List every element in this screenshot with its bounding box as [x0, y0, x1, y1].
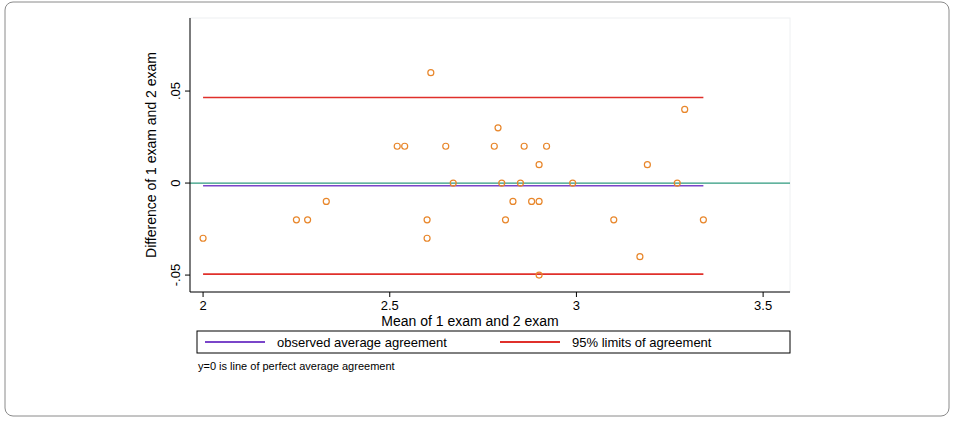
point	[323, 198, 329, 204]
y-axis	[190, 18, 191, 292]
point	[570, 180, 576, 186]
limit-line	[203, 273, 703, 275]
point	[502, 217, 508, 223]
point	[536, 198, 542, 204]
y-label: Difference of 1 exam and 2 exam	[143, 52, 159, 258]
legend-swatch	[205, 341, 265, 343]
point	[529, 198, 535, 204]
point	[521, 143, 527, 149]
x-tick-label: 2	[199, 298, 206, 313]
x-tick	[763, 292, 764, 297]
point	[682, 106, 688, 112]
x-tick-label: 2.5	[381, 298, 399, 313]
point	[536, 272, 542, 278]
y-tick-label: 0	[168, 179, 183, 186]
zero-line	[190, 182, 790, 183]
x-tick	[203, 292, 204, 297]
point	[450, 180, 456, 186]
legend-swatch	[500, 341, 560, 343]
point	[200, 235, 206, 241]
point	[293, 217, 299, 223]
point	[510, 198, 516, 204]
y-tick-label: -.05	[168, 264, 183, 286]
point	[700, 217, 706, 223]
point	[637, 254, 643, 260]
point	[305, 217, 311, 223]
x-tick-label: 3.5	[754, 298, 772, 313]
x-axis	[190, 292, 790, 293]
x-tick	[389, 292, 390, 297]
point	[424, 235, 430, 241]
point	[674, 180, 680, 186]
chart: 2 2.5 3 3.5 -.05 0 .05 Mean of 1 exam and 2 exa…	[0, 0, 957, 422]
legend-box	[197, 331, 790, 353]
x-tick-label: 3	[573, 298, 580, 313]
point	[428, 70, 434, 76]
limit-line	[203, 97, 703, 99]
point	[499, 180, 505, 186]
outer-frame	[5, 2, 949, 416]
point	[611, 217, 617, 223]
plot-area	[190, 70, 790, 278]
x-label: Mean of 1 exam and 2 exam	[381, 313, 558, 329]
point	[491, 143, 497, 149]
x-tick	[576, 292, 577, 297]
legend-label: observed average agreement	[277, 335, 447, 350]
point	[544, 143, 550, 149]
point	[402, 143, 408, 149]
point	[644, 162, 650, 168]
point	[517, 180, 523, 186]
y-tick-label: .05	[168, 82, 183, 100]
y-tick	[185, 183, 190, 184]
point	[394, 143, 400, 149]
legend-label: 95% limits of agreement	[572, 335, 712, 350]
plot-frame	[190, 18, 790, 292]
point	[424, 217, 430, 223]
point	[495, 125, 501, 131]
point	[536, 162, 542, 168]
y-tick	[185, 275, 190, 276]
note: y=0 is line of perfect average agreement	[198, 360, 395, 372]
y-tick	[185, 91, 190, 92]
point	[443, 143, 449, 149]
